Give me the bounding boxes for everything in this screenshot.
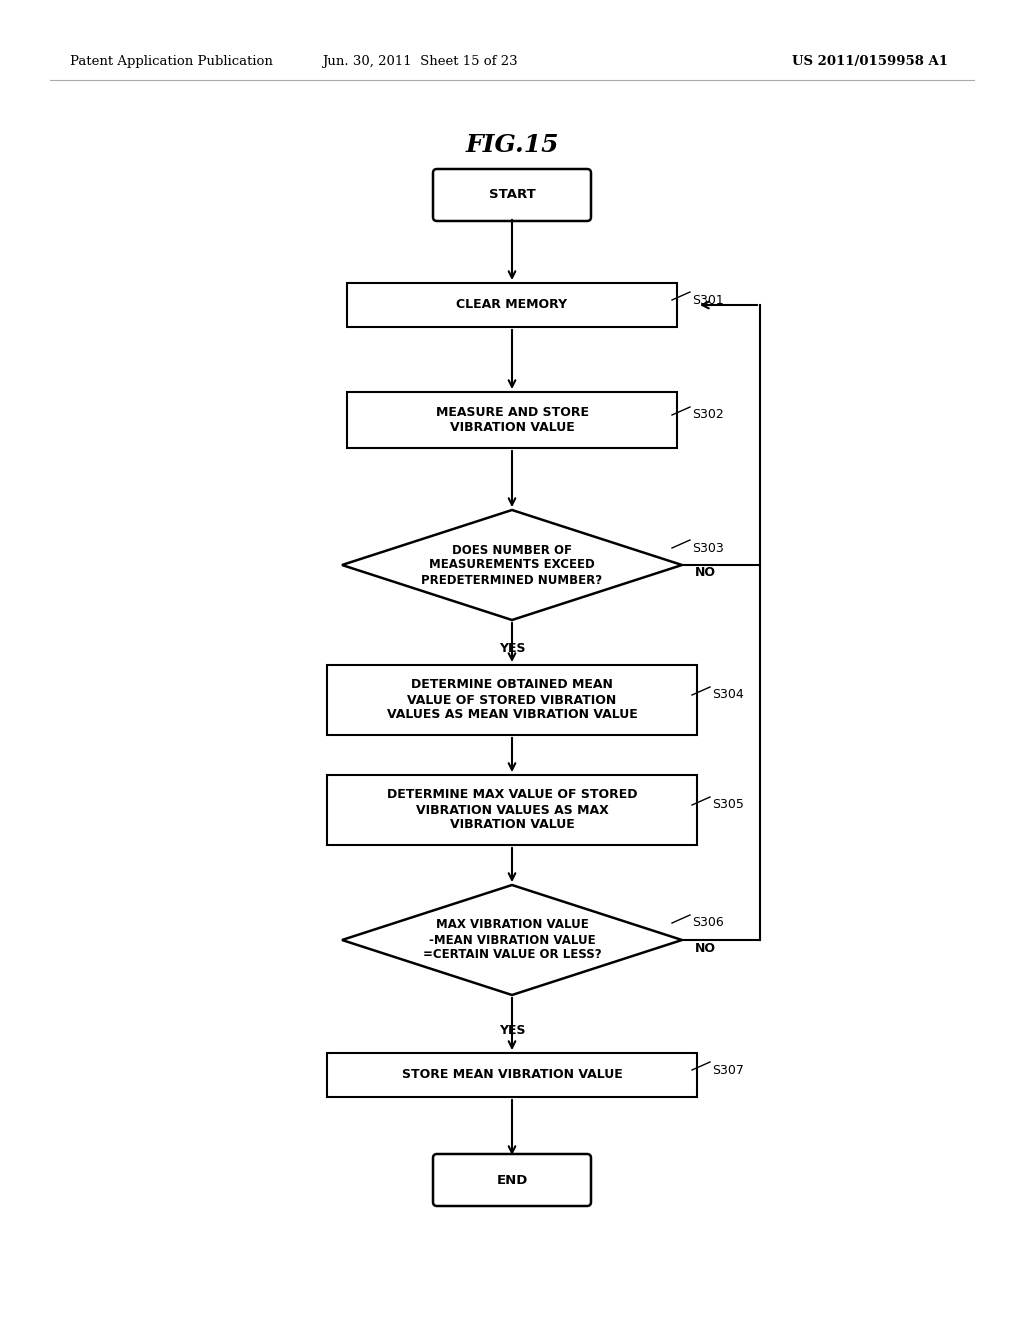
Text: Jun. 30, 2011  Sheet 15 of 23: Jun. 30, 2011 Sheet 15 of 23 (323, 55, 518, 69)
Text: S302: S302 (692, 408, 724, 421)
Text: YES: YES (499, 642, 525, 655)
Text: S306: S306 (692, 916, 724, 929)
Text: CLEAR MEMORY: CLEAR MEMORY (457, 298, 567, 312)
Text: FIG.15: FIG.15 (465, 133, 559, 157)
Polygon shape (342, 884, 682, 995)
Bar (327, 665, 697, 735)
Text: START: START (488, 189, 536, 202)
Text: NO: NO (695, 565, 716, 578)
FancyBboxPatch shape (433, 169, 591, 220)
Text: DETERMINE MAX VALUE OF STORED
VIBRATION VALUES AS MAX
VIBRATION VALUE: DETERMINE MAX VALUE OF STORED VIBRATION … (387, 788, 637, 832)
Text: S304: S304 (712, 689, 743, 701)
Bar (347, 282, 677, 327)
Bar (327, 1053, 697, 1097)
Text: MEASURE AND STORE
VIBRATION VALUE: MEASURE AND STORE VIBRATION VALUE (435, 407, 589, 434)
Text: S307: S307 (712, 1064, 743, 1077)
Text: NO: NO (695, 941, 716, 954)
Bar (327, 775, 697, 845)
Text: DOES NUMBER OF
MEASUREMENTS EXCEED
PREDETERMINED NUMBER?: DOES NUMBER OF MEASUREMENTS EXCEED PREDE… (422, 544, 602, 586)
Text: MAX VIBRATION VALUE
-MEAN VIBRATION VALUE
=CERTAIN VALUE OR LESS?: MAX VIBRATION VALUE -MEAN VIBRATION VALU… (423, 919, 601, 961)
Text: STORE MEAN VIBRATION VALUE: STORE MEAN VIBRATION VALUE (401, 1068, 623, 1081)
Bar (347, 392, 677, 447)
Text: S305: S305 (712, 799, 743, 812)
Text: S303: S303 (692, 541, 724, 554)
Text: Patent Application Publication: Patent Application Publication (70, 55, 272, 69)
Text: YES: YES (499, 1023, 525, 1036)
FancyBboxPatch shape (433, 1154, 591, 1206)
Text: DETERMINE OBTAINED MEAN
VALUE OF STORED VIBRATION
VALUES AS MEAN VIBRATION VALUE: DETERMINE OBTAINED MEAN VALUE OF STORED … (387, 678, 637, 722)
Text: END: END (497, 1173, 527, 1187)
Text: US 2011/0159958 A1: US 2011/0159958 A1 (792, 55, 948, 69)
Polygon shape (342, 510, 682, 620)
Text: S301: S301 (692, 293, 724, 306)
